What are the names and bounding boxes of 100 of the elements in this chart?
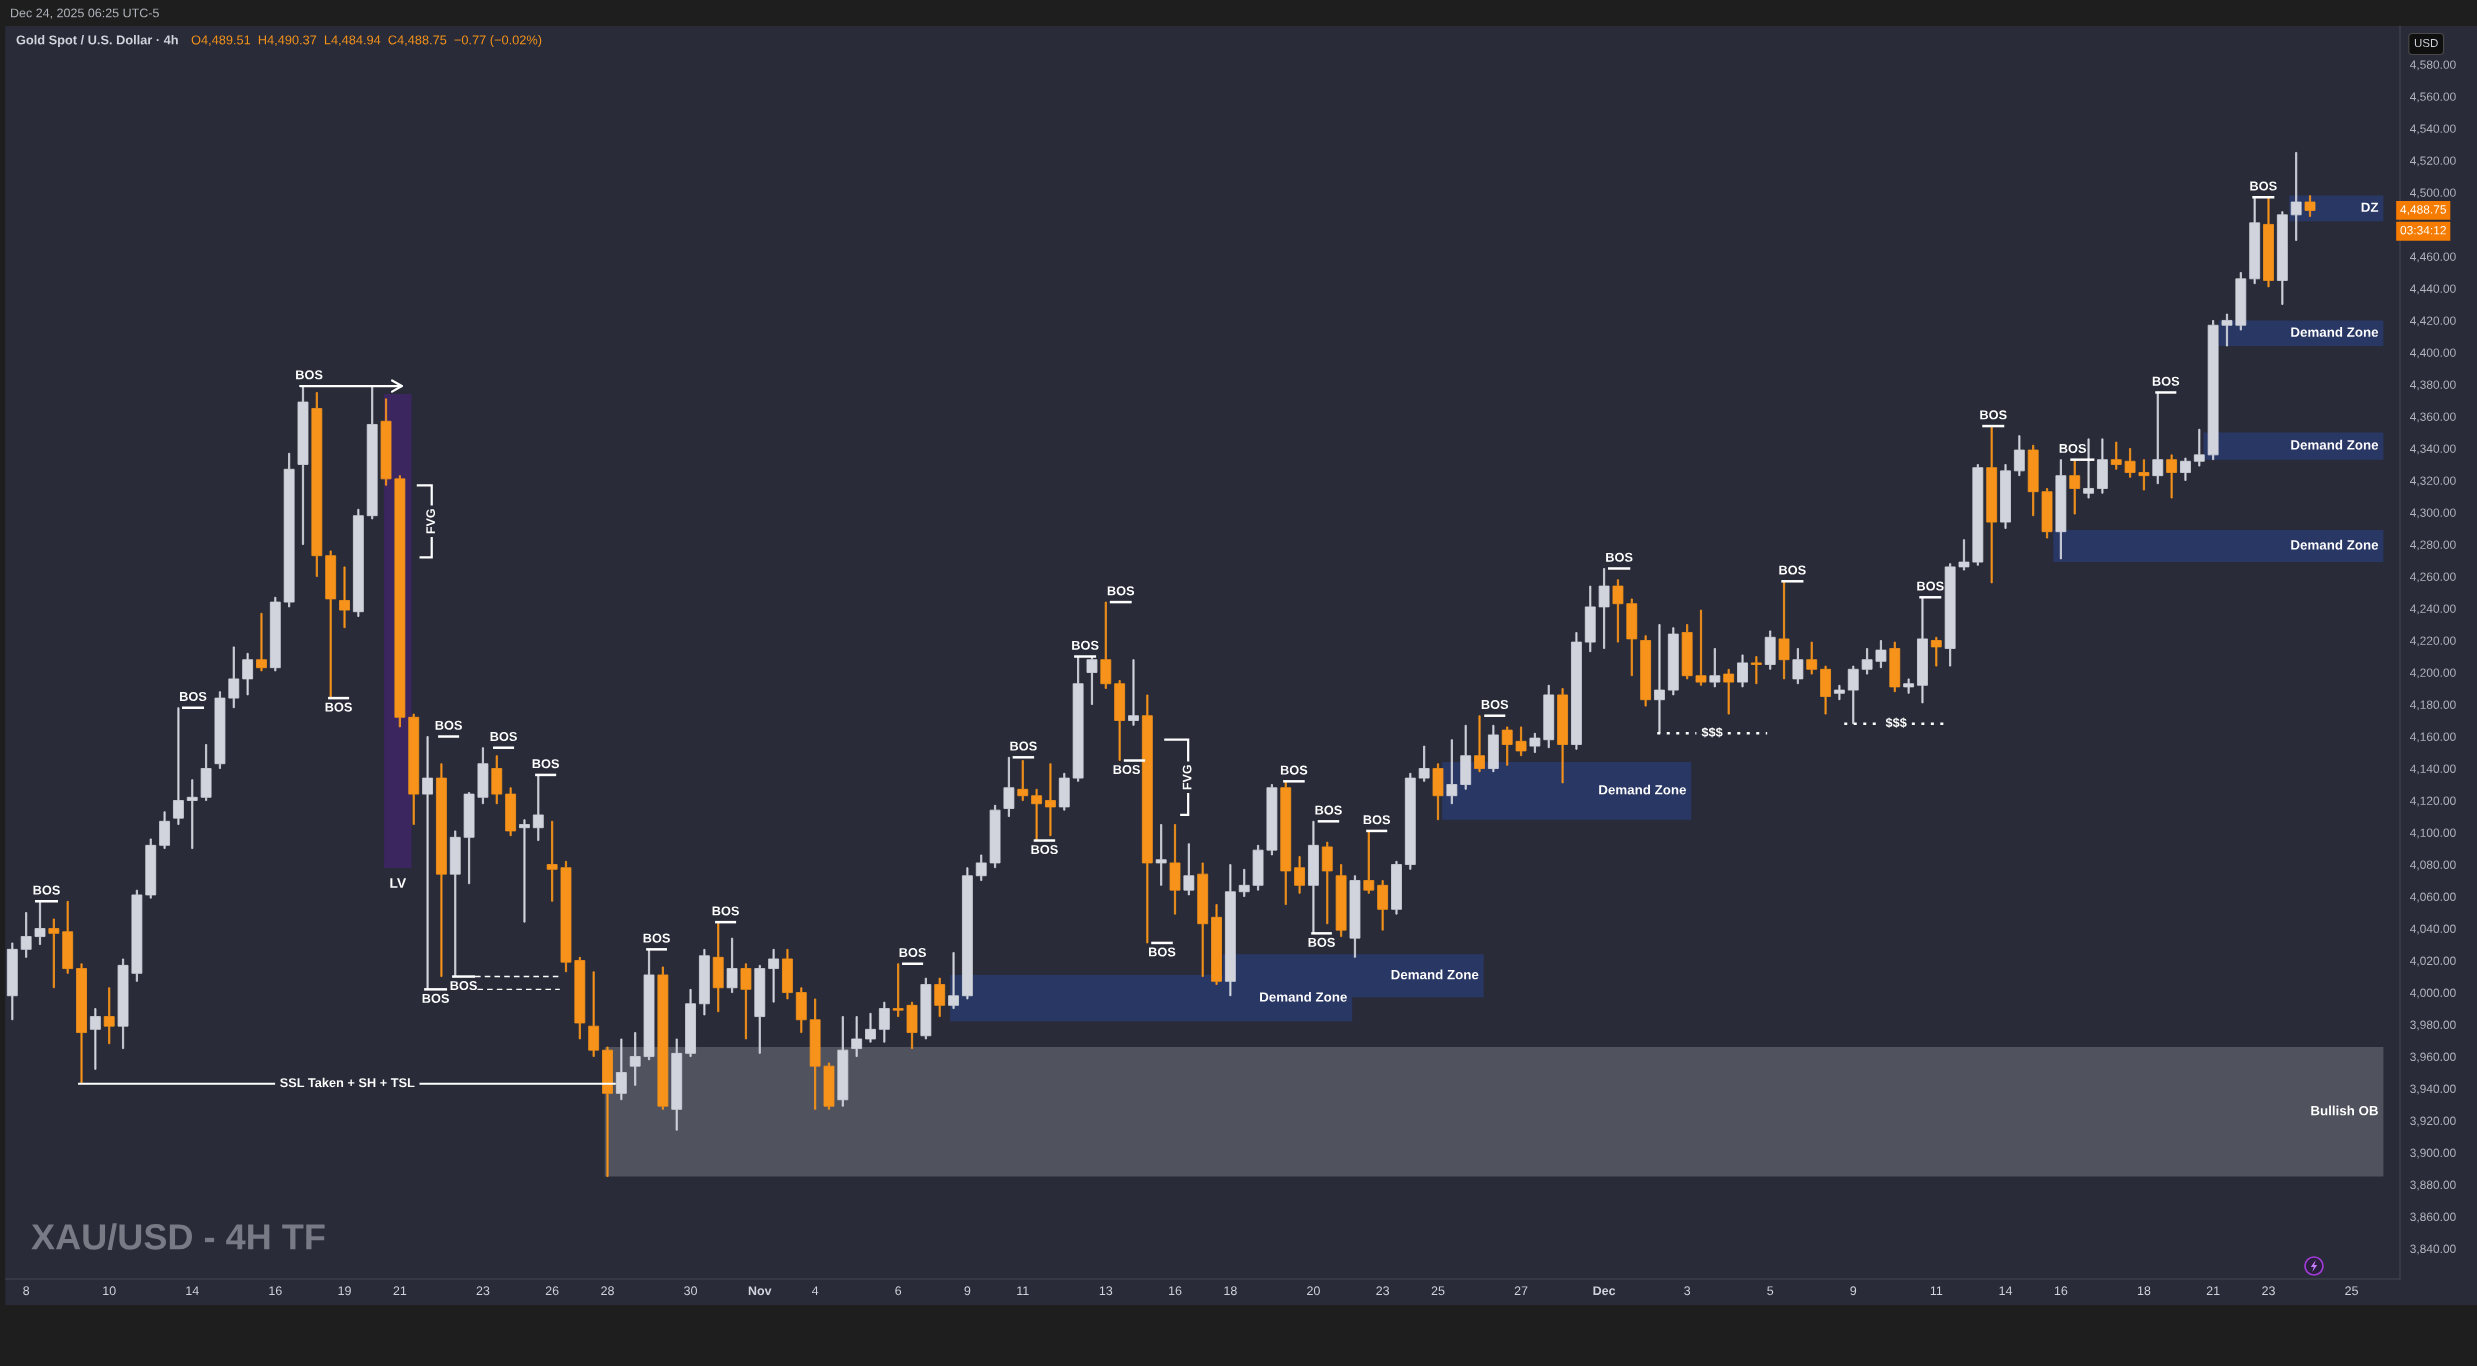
y-tick-label: 4,540.00 <box>2410 124 2456 135</box>
y-tick-label: 4,580.00 <box>2410 60 2456 71</box>
candlestick <box>1391 860 1402 915</box>
x-tick-label: 11 <box>1017 1286 1029 1295</box>
annotation: BOS <box>1917 581 1944 591</box>
candlestick <box>1695 609 1707 686</box>
candlestick <box>186 779 198 849</box>
candlestick <box>546 820 558 902</box>
candlestick <box>560 860 572 973</box>
x-tick-label: 25 <box>2345 1286 2358 1296</box>
x-tick-label: 21 <box>393 1286 407 1295</box>
y-tick-label: 4,520.00 <box>2410 156 2456 167</box>
candlestick <box>242 652 254 696</box>
x-tick-label: 16 <box>1169 1286 1182 1296</box>
y-tick-label: 3,840.00 <box>2410 1244 2456 1255</box>
candlestick <box>2193 428 2205 467</box>
y-tick-label: 4,360.00 <box>2410 412 2456 423</box>
candlestick <box>463 792 475 885</box>
candlestick <box>1834 684 1845 701</box>
x-tick-label: 18 <box>2137 1286 2151 1296</box>
annotation: BOS <box>325 702 352 712</box>
candlestick <box>1487 724 1499 773</box>
candlestick <box>1474 715 1485 773</box>
candlestick <box>1183 843 1195 896</box>
candlestick <box>256 612 267 672</box>
candlestick <box>948 952 959 1009</box>
candlestick <box>1294 856 1305 894</box>
y-tick-label: 3,940.00 <box>2410 1084 2456 1095</box>
candlestick <box>1211 904 1222 985</box>
x-tick-label: 23 <box>1376 1286 1390 1296</box>
candlestick <box>754 964 766 1054</box>
band-label: Demand Zone <box>1599 784 1687 795</box>
y-tick-label: 4,200.00 <box>2410 668 2456 679</box>
candlestick <box>1917 596 1928 704</box>
candlestick <box>352 508 364 617</box>
candlestick <box>837 1016 849 1107</box>
y-tick-label: 4,440.00 <box>2410 284 2456 295</box>
candlestick <box>1335 864 1347 937</box>
annotation: DZ <box>2361 202 2379 212</box>
candlestick <box>1349 875 1361 958</box>
y-tick-label: 3,880.00 <box>2410 1180 2456 1191</box>
candlestick <box>422 736 433 990</box>
candlestick <box>1045 763 1056 837</box>
candlestick <box>2166 454 2178 499</box>
candlestick <box>1031 788 1042 841</box>
candlestick <box>408 713 420 825</box>
candlestick <box>325 550 337 699</box>
candlestick <box>1654 624 1665 734</box>
candlestick <box>906 1001 918 1049</box>
y-tick-label: 4,500.00 <box>2410 188 2456 199</box>
annotation: BOS <box>1308 937 1335 947</box>
annotation: BOS <box>532 759 559 769</box>
candlestick <box>2263 196 2274 288</box>
candlestick <box>1404 772 1416 870</box>
candlestick <box>865 1012 876 1043</box>
candlestick <box>2055 459 2067 560</box>
y-tick-label: 4,140.00 <box>2410 764 2456 775</box>
candlestick <box>1861 648 1873 675</box>
text: 4,488.75 <box>2400 205 2446 216</box>
x-tick-label: 13 <box>1099 1286 1113 1296</box>
annotation: BOS <box>1113 765 1140 775</box>
candlestick <box>1903 678 1915 694</box>
annotation: BOS <box>1107 586 1135 596</box>
candlestick <box>1986 425 1998 584</box>
candlestick <box>1626 598 1638 677</box>
candlestick <box>2221 313 2233 347</box>
x-tick-label: 27 <box>1514 1286 1528 1295</box>
annotation: BOS <box>712 906 739 916</box>
x-tick-label: 3 <box>1684 1286 1691 1296</box>
candlestick <box>1114 680 1126 761</box>
annotation: BOS <box>2152 376 2180 386</box>
annotation: BOS <box>1010 741 1037 751</box>
candlestick <box>1418 745 1430 782</box>
y-tick-label: 4,420.00 <box>2410 316 2456 327</box>
band-label: Bullish OB <box>2311 1105 2378 1116</box>
candlestick <box>1363 830 1375 894</box>
x-tick-label: 8 <box>23 1286 30 1296</box>
annotation: BOS <box>1149 947 1176 957</box>
candlestick <box>1847 665 1859 725</box>
candlestick <box>380 398 392 486</box>
candlestick <box>2110 441 2122 470</box>
candlestick <box>1155 824 1167 886</box>
candlestick <box>1266 784 1278 856</box>
candlestick <box>615 1038 627 1101</box>
annotation: BOS <box>1606 552 1633 562</box>
candlestick <box>823 1062 835 1110</box>
x-tick-label: 5 <box>1767 1286 1774 1296</box>
candlestick <box>2097 438 2108 494</box>
annotation: BOS <box>435 720 462 730</box>
band-label: Demand Zone <box>2291 539 2379 550</box>
y-tick-label: 4,180.00 <box>2410 700 2456 711</box>
x-tick-label: 11 <box>1930 1286 1943 1295</box>
candlestick <box>2138 459 2150 491</box>
x-tick-label: 16 <box>2054 1286 2068 1296</box>
x-tick-label: 20 <box>1307 1286 1320 1296</box>
candlestick <box>685 988 696 1057</box>
x-tick-label: 21 <box>2206 1286 2220 1295</box>
candlestick <box>228 646 240 709</box>
candlestick <box>1086 656 1098 705</box>
annotation: BOS <box>296 370 323 380</box>
